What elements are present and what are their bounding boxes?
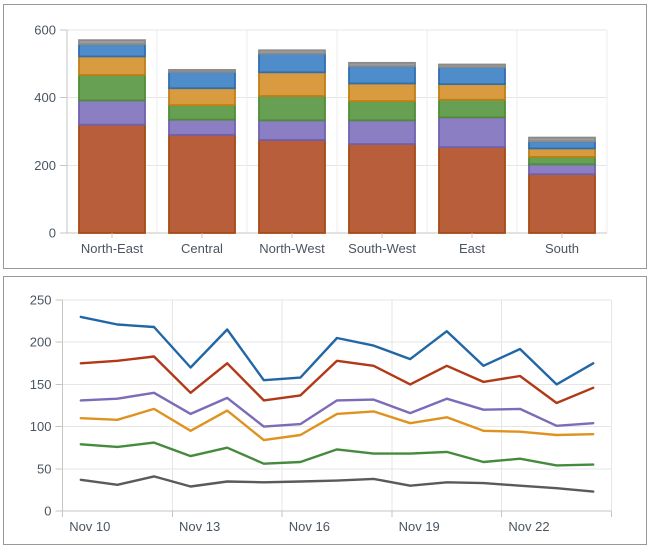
bar-segment-rust[interactable] [438, 146, 506, 234]
category-label: South [545, 241, 579, 256]
y-tick-label: 0 [49, 226, 56, 241]
bar-segment-purple[interactable] [78, 99, 146, 126]
y-tick-label: 200 [30, 335, 52, 350]
bar-segment-blue[interactable] [528, 140, 596, 150]
bar-segment-gray[interactable] [168, 69, 236, 73]
x-tick-label: Nov 16 [289, 519, 330, 534]
bar-segment-gray[interactable] [438, 63, 506, 69]
bar-segment-green[interactable] [258, 95, 326, 122]
bar-segment-green[interactable] [168, 104, 236, 121]
bar-segment-green[interactable] [348, 100, 416, 122]
line-series-purple[interactable] [79, 391, 595, 428]
bar-segment-blue[interactable] [168, 71, 236, 90]
stacked-bar-chart-panel: 0 200 400 600 North-East Central North-West Sou… [3, 4, 647, 269]
y-tick-label: 0 [44, 504, 51, 519]
bar-segment-green[interactable] [528, 155, 596, 166]
bar-segment-purple[interactable] [168, 118, 236, 136]
y-tick-label: 100 [30, 419, 52, 434]
x-tick-label: Nov 10 [69, 519, 110, 534]
category-label: South-West [348, 241, 416, 256]
bar-segment-gray[interactable] [258, 49, 326, 55]
line-series-green[interactable] [79, 441, 595, 467]
category-label: North-East [81, 241, 144, 256]
y-tick-label: 200 [34, 158, 56, 173]
bar-segment-orange[interactable] [168, 87, 236, 107]
bar-segment-orange[interactable] [438, 83, 506, 101]
line-series-blue[interactable] [79, 315, 595, 386]
bar-segment-rust[interactable] [78, 123, 146, 234]
line-chart: 0 50 100 150 200 250 Nov 10 Nov 13 Nov 16 Nov 19 N… [30, 293, 612, 534]
bar-segment-gray[interactable] [348, 61, 416, 68]
line-chart-panel: 0 50 100 150 200 250 Nov 10 Nov 13 Nov 16 Nov 19 N… [3, 276, 647, 545]
bar-segment-rust[interactable] [348, 143, 416, 234]
x-tick-label: Nov 22 [508, 519, 549, 534]
bar-segment-green[interactable] [78, 74, 146, 102]
bar-segment-purple[interactable] [528, 163, 596, 176]
bar-segment-purple[interactable] [348, 119, 416, 145]
bar-segment-orange[interactable] [258, 71, 326, 97]
bar-segment-rust[interactable] [258, 139, 326, 234]
bar-segment-gray[interactable] [528, 136, 596, 143]
y-tick-label: 50 [37, 461, 51, 476]
bar-segment-gray[interactable] [78, 39, 146, 46]
bar-segment-blue[interactable] [438, 66, 506, 86]
line-series-gray[interactable] [79, 475, 595, 493]
bar-segment-blue[interactable] [78, 43, 146, 58]
y-tick-label: 600 [34, 23, 56, 38]
stacked-bar-chart: 0 200 400 600 North-East Central North-West Sou… [34, 23, 608, 256]
y-tick-label: 400 [34, 90, 56, 105]
category-label: North-West [259, 241, 325, 256]
bar-segment-blue[interactable] [258, 52, 326, 74]
category-label: Central [181, 241, 223, 256]
line-series-red[interactable] [79, 355, 595, 405]
bar-segment-orange[interactable] [78, 55, 146, 76]
bar-segment-rust[interactable] [528, 173, 596, 234]
bar-segment-orange[interactable] [528, 147, 596, 158]
x-tick-label: Nov 13 [179, 519, 220, 534]
bar-segment-blue[interactable] [348, 65, 416, 85]
bar-segment-green[interactable] [438, 98, 506, 119]
bar-segment-orange[interactable] [348, 82, 416, 102]
bar-segment-rust[interactable] [168, 133, 236, 234]
y-tick-label: 150 [30, 377, 52, 392]
x-tick-label: Nov 19 [399, 519, 440, 534]
category-label: East [459, 241, 485, 256]
y-tick-label: 250 [30, 293, 52, 308]
bar-segment-purple[interactable] [258, 119, 326, 141]
line-series-orange[interactable] [79, 407, 595, 442]
bar-segment-purple[interactable] [438, 116, 506, 148]
